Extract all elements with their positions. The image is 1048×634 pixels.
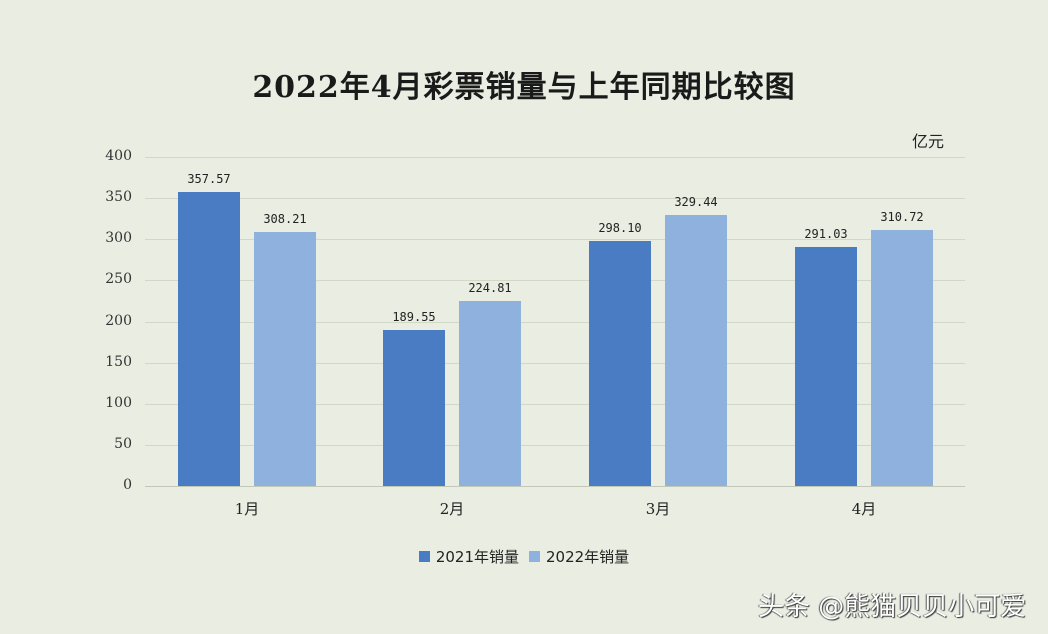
data-label: 189.55 <box>392 310 436 325</box>
bar-2022-1 <box>254 232 316 486</box>
legend-swatch-icon <box>529 551 540 562</box>
x-tick-label: 4月 <box>851 500 877 518</box>
bar-2021-2 <box>383 330 445 486</box>
gridline <box>145 322 965 323</box>
gridline <box>145 157 965 158</box>
y-tick-label: 100 <box>105 395 132 411</box>
bar-2022-3 <box>665 215 727 486</box>
x-tick-label: 1月 <box>234 500 260 518</box>
watermark: 头条 @熊猫贝贝小可爱 <box>758 592 1027 622</box>
data-label: 224.81 <box>468 281 512 296</box>
legend: 2021年销量 2022年销量 <box>0 546 1048 567</box>
data-label: 298.10 <box>598 220 642 235</box>
y-tick-label: 150 <box>105 354 132 370</box>
chart-title: 2022年4月彩票销量与上年同期比较图 <box>252 70 796 105</box>
bar-2022-4 <box>871 230 933 486</box>
y-tick-label: 400 <box>105 148 132 164</box>
data-label: 310.72 <box>880 210 924 225</box>
data-label: 291.03 <box>804 226 848 241</box>
data-label: 329.44 <box>674 195 718 210</box>
y-tick-label: 0 <box>123 477 132 493</box>
bar-2021-1 <box>178 191 240 486</box>
legend-label: 2021年销量 <box>435 548 519 566</box>
y-tick-label: 50 <box>114 436 132 452</box>
y-tick-label: 200 <box>105 313 132 329</box>
gridline <box>145 404 965 405</box>
data-label: 308.21 <box>263 212 307 227</box>
bar-2021-3 <box>589 240 651 486</box>
x-axis-line <box>145 486 965 487</box>
y-tick-label: 250 <box>105 271 132 287</box>
bar-2022-2 <box>459 301 521 486</box>
y-tick-label: 350 <box>105 189 132 205</box>
y-tick-label: 300 <box>105 230 132 246</box>
gridline <box>145 280 965 281</box>
gridline <box>145 198 965 199</box>
legend-label: 2022年销量 <box>546 548 630 566</box>
gridline <box>145 363 965 364</box>
x-tick-label: 3月 <box>645 500 671 518</box>
bar-2021-4 <box>795 246 857 486</box>
y-axis-unit: 亿元 <box>912 132 945 151</box>
gridline <box>145 239 965 240</box>
legend-item: 2021年销量 <box>418 546 519 567</box>
x-tick-label: 2月 <box>439 500 465 518</box>
legend-swatch-icon <box>418 551 430 562</box>
gridline <box>145 445 965 446</box>
data-label: 357.57 <box>187 171 231 186</box>
legend-item: 2022年销量 <box>529 546 629 567</box>
